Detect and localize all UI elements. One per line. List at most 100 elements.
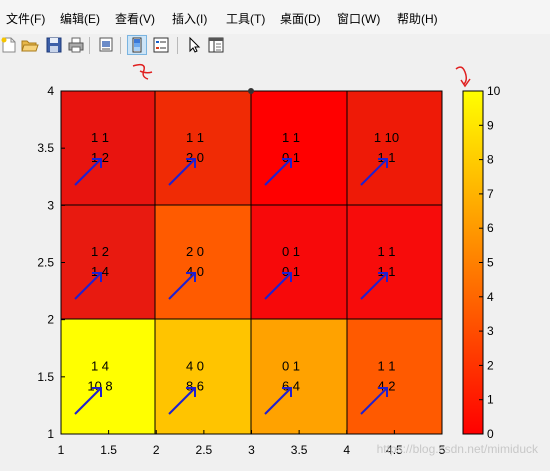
arrow-shaft (264, 158, 292, 186)
cell-value-label: 4 0 (186, 264, 204, 279)
x-tick-label: 3.5 (291, 443, 308, 457)
cell-value-label: 0 1 (282, 244, 300, 259)
quiver-arrows (74, 158, 388, 415)
x-axis: 1 1.5 2 2.5 3 3.5 4 4.5 5 (58, 430, 446, 457)
x-tick-label: 1.5 (100, 443, 117, 457)
x-tick-label: 1 (58, 443, 65, 457)
open-folder-icon[interactable] (21, 36, 39, 54)
y-tick-label: 2.5 (37, 256, 54, 270)
x-tick-label: 5 (439, 443, 446, 457)
menu-help[interactable]: 帮助(H) (397, 12, 438, 26)
arrow-shaft (264, 387, 292, 415)
cell-value-label: 1 1 (186, 130, 204, 145)
y-axis: 1 1.5 2 2.5 3 3.5 4 (37, 84, 65, 441)
heatmap-cell (154, 318, 252, 435)
colorbar-tick-label: 1 (487, 393, 494, 407)
colorbar-icon[interactable] (127, 35, 147, 55)
cell-value-label: 10 8 (87, 379, 112, 394)
cell-value-label: 1 4 (91, 359, 109, 374)
cell-value-label: 4 0 (186, 359, 204, 374)
cell-value-label: 1 1 (377, 150, 395, 165)
y-tick-label: 2 (47, 313, 54, 327)
cell-value-label: 1 1 (377, 244, 395, 259)
heatmap-cell (250, 204, 348, 320)
y-tick-label: 3.5 (37, 141, 54, 155)
heatmap-cell (60, 318, 156, 435)
arrow-head (92, 158, 102, 168)
x-tick-label: 4 (343, 443, 350, 457)
heatmap-chart: 1 11 21 12 01 10 11 101 11 21 42 04 00 1… (37, 63, 501, 457)
cell-value-label: 4 2 (377, 379, 395, 394)
menu-view[interactable]: 查看(V) (115, 12, 155, 26)
y-tick-label: 3 (47, 198, 54, 212)
arrow-head (378, 387, 388, 397)
menu-tools[interactable]: 工具(T) (226, 12, 266, 26)
colorbar: 0 1 2 3 4 5 6 7 8 9 10 (462, 84, 501, 441)
pointer-icon[interactable] (185, 36, 203, 54)
colorbar-tick-label: 9 (487, 118, 494, 132)
cell-value-label: 8 6 (186, 379, 204, 394)
legend-icon[interactable] (152, 36, 170, 54)
menu-insert[interactable]: 插入(I) (172, 12, 208, 26)
menu-edit[interactable]: 编辑(E) (60, 12, 100, 26)
colorbar-tick-label: 8 (487, 153, 494, 167)
arrow-head (282, 387, 292, 397)
y-tick-label: 1 (47, 427, 54, 441)
heatmap-cell (154, 204, 252, 320)
selection-handle[interactable] (248, 88, 254, 94)
arrow-shaft (264, 272, 292, 300)
colorbar-tick-label: 3 (487, 324, 494, 338)
colorbar-tick-label: 6 (487, 221, 494, 235)
annotation-mark (455, 66, 471, 88)
y-tick-label: 4 (47, 84, 54, 98)
arrow-shaft (74, 158, 102, 186)
arrow-head (186, 272, 196, 282)
annotation-mark (132, 63, 153, 80)
toolbar (0, 34, 550, 58)
arrow-shaft (168, 272, 196, 300)
save-icon[interactable] (45, 36, 63, 54)
cell-value-label: 1 1 (282, 130, 300, 145)
cell-value-label: 1 1 (377, 359, 395, 374)
toolbar-separator (120, 37, 121, 54)
new-file-icon[interactable] (0, 36, 18, 54)
print-preview-icon[interactable] (97, 36, 115, 54)
arrow-head (282, 272, 292, 282)
cell-value-label: 1 1 (377, 264, 395, 279)
print-icon[interactable] (67, 36, 85, 54)
arrow-head (186, 158, 196, 168)
menu-file[interactable]: 文件(F) (6, 12, 46, 26)
arrow-shaft (360, 158, 388, 186)
arrow-shaft (360, 387, 388, 415)
cell-value-label: 2 0 (186, 244, 204, 259)
menu-bar: 文件(F) 编辑(E) 查看(V) 插入(I) 工具(T) 桌面(D) 窗口(W… (0, 0, 550, 34)
heatmap-cell (250, 90, 348, 206)
heatmap-cell (346, 90, 443, 206)
menu-window[interactable]: 窗口(W) (337, 12, 381, 26)
arrow-head (186, 387, 196, 397)
arrow-head (92, 387, 102, 397)
arrow-head (378, 272, 388, 282)
menu-desktop[interactable]: 桌面(D) (280, 12, 321, 26)
colorbar-tick-label: 0 (487, 427, 494, 441)
cell-value-label: 1 10 (374, 130, 399, 145)
arrow-shaft (168, 387, 196, 415)
toolbar-separator (89, 37, 90, 54)
cell-value-label: 0 1 (282, 359, 300, 374)
colorbar-tick-label: 4 (487, 290, 494, 304)
colorbar-tick-label: 2 (487, 358, 494, 372)
arrow-head (92, 272, 102, 282)
watermark: https://blog.csdn.net/mimiduck (376, 442, 538, 456)
cell-value-label: 0 1 (282, 150, 300, 165)
heatmap-cell (250, 318, 348, 435)
arrow-head (378, 158, 388, 168)
y-tick-label: 1.5 (37, 370, 54, 384)
x-tick-label: 3 (248, 443, 255, 457)
arrow-head (282, 158, 292, 168)
arrow-shaft (74, 387, 102, 415)
heatmap-cell (154, 90, 252, 206)
cell-value-label: 1 2 (91, 150, 109, 165)
colorbar-tick-label: 10 (487, 84, 501, 98)
property-editor-icon[interactable] (207, 36, 225, 54)
